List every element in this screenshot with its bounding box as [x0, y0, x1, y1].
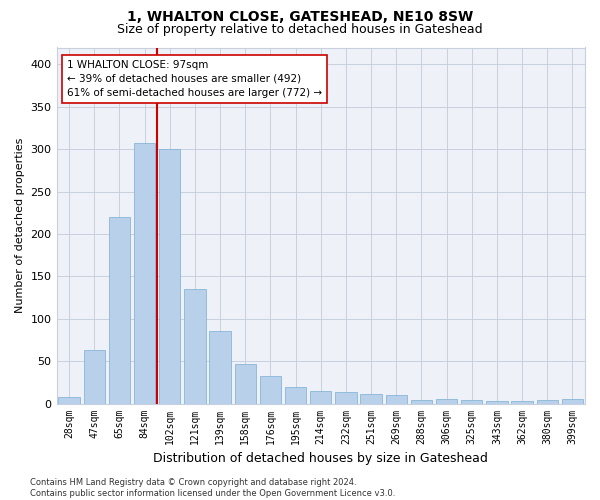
- Bar: [335, 392, 356, 404]
- Bar: [536, 400, 558, 404]
- Bar: [461, 400, 482, 404]
- Bar: [58, 397, 80, 404]
- Bar: [209, 332, 231, 404]
- Bar: [310, 391, 331, 404]
- Bar: [134, 144, 155, 404]
- Bar: [184, 289, 206, 404]
- Bar: [436, 400, 457, 404]
- Bar: [285, 386, 307, 404]
- Y-axis label: Number of detached properties: Number of detached properties: [15, 138, 25, 313]
- Bar: [159, 149, 181, 404]
- Bar: [83, 350, 105, 404]
- Bar: [109, 217, 130, 404]
- X-axis label: Distribution of detached houses by size in Gateshead: Distribution of detached houses by size …: [154, 452, 488, 465]
- Bar: [260, 376, 281, 404]
- Bar: [486, 401, 508, 404]
- Bar: [411, 400, 432, 404]
- Text: Contains HM Land Registry data © Crown copyright and database right 2024.
Contai: Contains HM Land Registry data © Crown c…: [30, 478, 395, 498]
- Text: Size of property relative to detached houses in Gateshead: Size of property relative to detached ho…: [117, 22, 483, 36]
- Bar: [386, 395, 407, 404]
- Bar: [511, 401, 533, 404]
- Bar: [361, 394, 382, 404]
- Text: 1 WHALTON CLOSE: 97sqm
← 39% of detached houses are smaller (492)
61% of semi-de: 1 WHALTON CLOSE: 97sqm ← 39% of detached…: [67, 60, 322, 98]
- Bar: [235, 364, 256, 404]
- Bar: [562, 400, 583, 404]
- Text: 1, WHALTON CLOSE, GATESHEAD, NE10 8SW: 1, WHALTON CLOSE, GATESHEAD, NE10 8SW: [127, 10, 473, 24]
